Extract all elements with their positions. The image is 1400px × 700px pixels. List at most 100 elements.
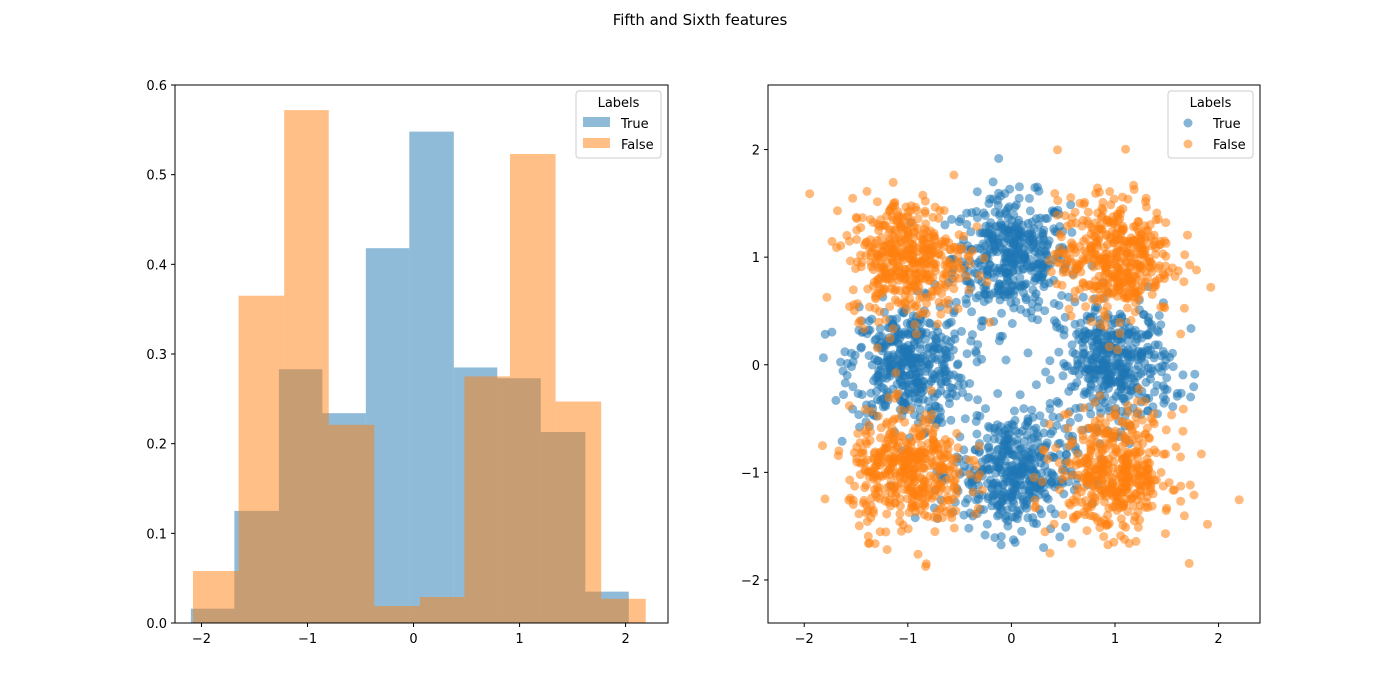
scatter-point	[967, 208, 977, 218]
scatter-point	[1047, 470, 1057, 480]
scatter-point	[902, 448, 912, 458]
scatter-point	[876, 423, 886, 433]
scatter-point	[1029, 518, 1039, 528]
scatter-point	[1159, 449, 1169, 459]
scatter-point	[1179, 277, 1189, 287]
scatter-point	[1067, 340, 1077, 350]
scatter-point	[869, 474, 879, 484]
scatter-point	[1058, 248, 1068, 258]
scatter-point	[962, 299, 971, 309]
scatter-point	[1134, 480, 1144, 490]
scatter-point	[1171, 442, 1181, 452]
scatter-point	[1131, 240, 1141, 250]
scatter-point	[972, 187, 982, 197]
scatter-point	[1112, 209, 1122, 219]
scatter-point	[979, 208, 989, 218]
scatter-point	[1206, 282, 1216, 292]
scatter-point	[844, 495, 854, 505]
scatter-point	[1149, 236, 1159, 246]
scatter-point	[1116, 514, 1126, 524]
scatter-point	[1097, 445, 1107, 455]
scatter-point	[1100, 497, 1109, 507]
scatter-point	[1061, 450, 1071, 460]
scatter-point	[928, 212, 938, 222]
scatter-point	[1017, 492, 1026, 502]
scatter-point	[1102, 355, 1111, 365]
scatter-point	[921, 219, 931, 229]
scatter-point	[930, 422, 940, 432]
scatter-point	[1035, 411, 1045, 421]
scatter-point	[1031, 289, 1041, 299]
scatter-point	[872, 275, 882, 285]
scatter-point	[1126, 233, 1136, 243]
scatter-point	[1099, 306, 1109, 316]
scatter-point	[918, 190, 928, 200]
scatter-point	[929, 241, 939, 251]
scatter-point	[919, 477, 929, 487]
scatter-point	[1128, 501, 1138, 511]
scatter-point	[927, 353, 937, 363]
scatter-point	[1059, 325, 1069, 335]
histogram-y-tick-label: 0.6	[146, 79, 167, 94]
scatter-point	[962, 219, 972, 229]
scatter-point	[930, 202, 940, 212]
scatter-point	[1054, 347, 1064, 357]
scatter-point	[939, 269, 949, 279]
scatter-point	[1149, 445, 1159, 455]
scatter-point	[1129, 185, 1139, 194]
scatter-point	[1113, 486, 1123, 496]
scatter-point	[929, 435, 939, 445]
scatter-point	[856, 250, 866, 260]
scatter-point	[947, 513, 957, 523]
scatter-point	[930, 343, 940, 353]
scatter-point	[1050, 509, 1060, 519]
scatter-point	[1129, 253, 1139, 263]
scatter-point	[1019, 404, 1029, 414]
histogram-bar-false-1	[238, 295, 285, 623]
scatter-point	[867, 493, 877, 503]
scatter-point	[1077, 355, 1087, 364]
scatter-point	[995, 295, 1005, 305]
scatter-point	[1052, 210, 1062, 220]
scatter-point	[1119, 381, 1129, 391]
scatter-point	[1186, 324, 1196, 333]
scatter-point	[1095, 376, 1105, 386]
scatter-y-tick-label: 0	[752, 359, 760, 374]
scatter-point	[878, 286, 888, 296]
scatter-point	[910, 282, 920, 292]
scatter-point	[1118, 192, 1127, 202]
scatter-point	[1013, 218, 1023, 228]
scatter-point	[1095, 294, 1105, 304]
scatter-point	[1156, 467, 1166, 477]
scatter-point	[964, 523, 974, 533]
scatter-point	[1030, 503, 1040, 513]
scatter-point	[878, 373, 888, 383]
scatter-point	[940, 220, 950, 230]
scatter-point	[868, 217, 878, 227]
scatter-legend-label-false: False	[1213, 138, 1246, 153]
scatter-point	[836, 357, 846, 367]
scatter-point	[840, 347, 850, 357]
scatter-point	[941, 373, 951, 383]
scatter-series-false	[805, 144, 1244, 571]
histogram-x-tick-label: −1	[298, 632, 317, 647]
scatter-point	[1186, 392, 1196, 402]
scatter-point	[973, 395, 983, 405]
histogram-bar-true-5	[409, 131, 454, 624]
scatter-point	[887, 488, 897, 498]
scatter-point	[905, 486, 915, 495]
scatter-point	[1022, 308, 1031, 318]
scatter-point	[1133, 371, 1143, 381]
scatter-point	[1083, 423, 1093, 433]
scatter-point	[894, 438, 904, 448]
scatter-point	[874, 317, 884, 327]
scatter-point	[1064, 441, 1074, 451]
scatter-point	[943, 304, 953, 314]
scatter-point	[882, 417, 892, 427]
scatter-point	[945, 393, 955, 403]
scatter-point	[917, 440, 927, 450]
scatter-point	[983, 453, 993, 463]
scatter-point	[1054, 398, 1064, 408]
scatter-point	[1153, 340, 1163, 350]
